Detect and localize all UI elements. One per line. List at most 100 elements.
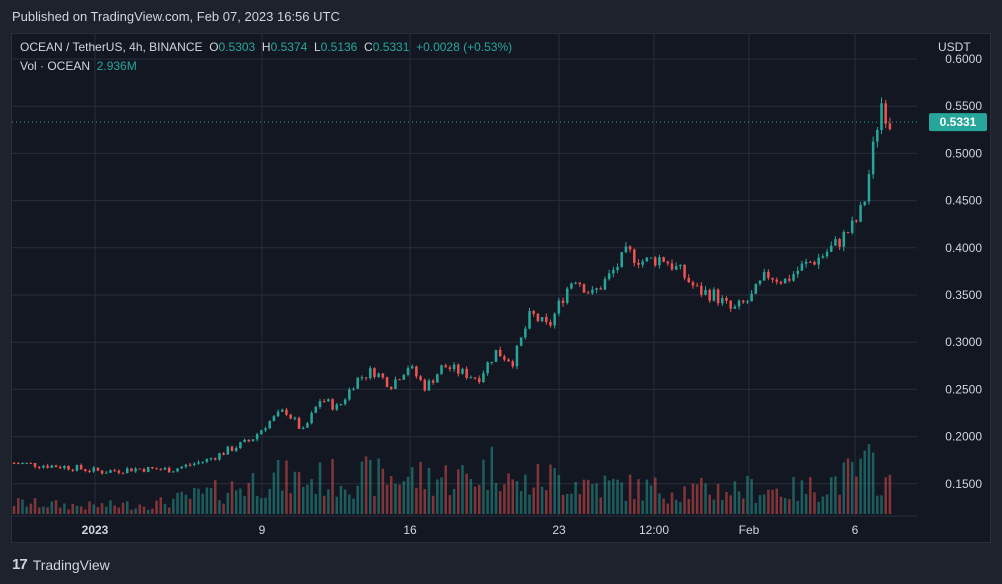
volume-bar [876,495,879,514]
candle-body [842,232,846,247]
candle-body [469,377,473,379]
volume-bar [327,489,330,514]
volume-bar [863,450,867,514]
candle-body [113,470,116,472]
volume-bar [84,509,87,514]
footer-brand[interactable]: 17 TradingView [12,556,110,573]
volume-bar [42,506,45,514]
volume-bar [331,458,334,514]
chart-panel[interactable]: 0.6000 0.5500 0.5000 0.4500 0.4000 0.3500 0.30… [11,33,991,543]
candle-body [373,368,376,377]
volume-bar [381,468,385,514]
candle-body [306,423,309,428]
candle-body [754,283,758,294]
volume-bar [197,488,200,514]
candle-body [184,464,188,467]
candle-body [679,264,682,267]
candle-body [457,364,460,374]
candle-body [360,377,364,379]
candle-body [557,300,561,314]
y-tick-label: 0.3500 [945,288,982,302]
candle-body [285,409,288,415]
candle-body [783,278,787,284]
candle-body [792,274,795,281]
volume-bar [385,484,389,514]
volume-bar [222,503,225,514]
candle-body [511,361,515,367]
candle-body [607,273,611,280]
candle-body [737,300,741,307]
volume-bar [218,500,221,514]
candle-body [687,277,691,283]
volume-bar [607,480,611,514]
volume-bar [306,484,309,514]
volume-bar [21,499,24,514]
candle-body [775,279,779,282]
volume-bar [427,467,431,514]
volume-bar [775,488,779,514]
candle-body [67,465,70,470]
volume-bar [536,463,540,514]
volume-value: 2.936M [96,59,137,73]
candle-body [71,469,75,471]
candle-body [498,349,502,357]
symbol-title: OCEAN / TetherUS, 4h, BINANCE [20,40,203,54]
candle-body [645,257,649,262]
volume-bar [821,496,825,514]
candle-body [121,472,125,474]
low-label: L [313,40,321,54]
volume-bar [754,503,758,514]
volume-bar [117,507,121,514]
candle-body [540,317,544,322]
volume-bar [486,490,489,514]
candle-body [574,282,577,284]
volume-bar [377,458,380,514]
volume-bar [507,473,510,514]
volume-bar [762,494,766,514]
volume-label: Vol · OCEAN [20,59,91,73]
candle-body [155,468,158,470]
candle-body [381,373,385,378]
candle-body [167,467,171,473]
volume-bar [712,499,716,514]
candle-body [448,367,452,370]
candle-body [804,261,808,264]
volume-bar [700,477,703,514]
volume-bar [737,491,741,514]
volume-bar [469,479,473,514]
volume-bar [121,502,125,514]
volume-bar [310,479,313,514]
candle-body [142,468,146,472]
volume-bar [633,498,636,514]
candle-body [12,463,16,465]
volume-bar [570,493,573,514]
candle-body [809,261,812,263]
volume-bar [582,479,586,514]
x-tick-label: 16 [403,523,417,537]
volume-bar [151,508,154,514]
candle-body [172,471,175,473]
candle-body [234,448,238,451]
volume-bar [649,485,653,514]
candle-body [209,458,213,460]
volume-bar [348,494,351,514]
volume-bar [637,479,640,514]
candle-body [125,468,129,474]
volume-bar [628,474,632,514]
volume-bar [184,494,188,514]
candlestick-chart[interactable]: 0.6000 0.5500 0.5000 0.4500 0.4000 0.3500 0.30… [12,34,992,544]
volume-bar [452,488,456,514]
candle-body [205,459,209,462]
volume-bar [850,461,854,514]
volume-bar [842,462,846,514]
candle-body [100,470,104,474]
last-price-label: 0.5331 [940,115,977,129]
volume-bar [167,507,171,514]
volume-bar [691,483,695,514]
candle-body [17,463,20,465]
volume-bar [758,495,762,514]
volume-bar [389,476,393,514]
volume-bar [436,479,439,514]
candle-body [536,313,540,322]
volume-bar [834,476,837,514]
